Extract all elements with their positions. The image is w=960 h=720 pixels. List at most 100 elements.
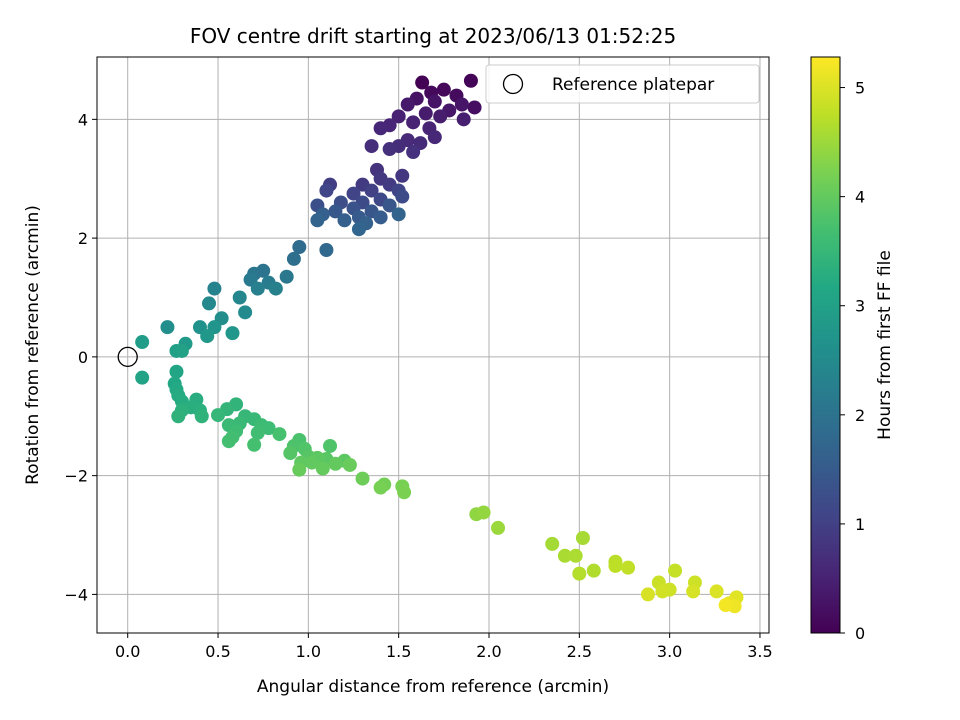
data-point: [268, 281, 283, 296]
data-point: [171, 409, 186, 424]
colorbar: 0 1 2 3 4 5 Hours from first FF file: [810, 56, 895, 643]
chart-title: FOV centre drift starting at 2023/06/13 …: [190, 24, 676, 48]
data-point: [718, 598, 733, 613]
data-point: [221, 434, 236, 449]
data-point: [328, 204, 343, 219]
x-tick-label: 1.0: [296, 642, 321, 661]
data-point: [279, 269, 294, 284]
data-point: [304, 455, 319, 470]
y-tick-label: −4: [64, 585, 88, 604]
data-point: [337, 213, 352, 228]
reference-marker: [117, 346, 138, 368]
data-point: [668, 563, 683, 578]
y-axis-ticks: −4 −2 0 2 4: [64, 110, 97, 604]
data-point: [315, 461, 330, 476]
data-point: [135, 370, 150, 385]
data-point: [174, 343, 189, 358]
data-point: [433, 109, 448, 124]
y-axis-label: Rotation from reference (arcmin): [23, 205, 43, 485]
data-point: [655, 584, 670, 599]
data-point: [373, 480, 388, 495]
data-point: [608, 558, 623, 573]
colorbar-gradient: [810, 56, 841, 634]
data-point: [342, 457, 357, 472]
data-point: [292, 240, 307, 255]
data-point: [382, 198, 397, 213]
legend-box: [485, 64, 760, 104]
data-point: [476, 505, 491, 520]
x-axis-label: Angular distance from reference (arcmin): [257, 677, 609, 697]
data-point: [427, 94, 442, 109]
y-tick-label: 2: [78, 229, 88, 248]
data-point: [194, 409, 209, 424]
x-tick-label: 3.0: [657, 642, 682, 661]
data-point: [391, 109, 406, 124]
data-point: [202, 296, 216, 311]
x-tick-label: 2.0: [476, 642, 501, 661]
data-point: [545, 536, 560, 551]
x-tick-label: 2.5: [567, 642, 592, 661]
y-tick-label: −2: [64, 467, 88, 486]
x-axis-ticks: 0.0 0.5 1.0 1.5 2.0 2.5 3.0 3.5: [115, 633, 773, 661]
data-point: [250, 281, 265, 296]
data-point: [436, 82, 451, 97]
data-point: [491, 520, 506, 535]
colorbar-tick-label: 0: [855, 624, 865, 643]
colorbar-label: Hours from first FF file: [875, 250, 895, 440]
data-point: [686, 584, 701, 599]
data-point: [160, 320, 175, 335]
data-point: [427, 130, 442, 145]
data-point: [395, 189, 410, 204]
data-point: [328, 456, 343, 471]
data-point: [351, 222, 366, 237]
reference-marker-group: [117, 346, 138, 368]
colorbar-tick-label: 5: [855, 79, 865, 98]
y-tick-label: 0: [78, 348, 88, 367]
data-point: [586, 563, 601, 578]
data-point: [261, 421, 276, 436]
plot-frame: [96, 56, 770, 634]
x-tick-label: 1.5: [386, 642, 411, 661]
data-point: [640, 587, 655, 602]
data-point: [169, 364, 184, 379]
data-point: [364, 139, 379, 154]
data-point: [572, 566, 587, 581]
data-point: [406, 145, 421, 160]
data-point: [415, 75, 430, 90]
grid-lines: [97, 57, 769, 633]
legend: Reference platepar: [485, 64, 760, 104]
data-point: [355, 471, 370, 486]
data-point: [286, 251, 301, 266]
data-point: [292, 462, 307, 477]
data-point: [400, 97, 415, 112]
data-point: [467, 100, 482, 115]
data-point: [319, 242, 334, 257]
x-tick-label: 0.0: [115, 642, 140, 661]
data-point: [575, 530, 590, 545]
data-point: [211, 408, 226, 423]
data-point: [382, 142, 397, 157]
data-point: [319, 183, 334, 198]
y-tick-label: 4: [78, 110, 88, 129]
data-point: [454, 97, 469, 112]
legend-entry-reference: Reference platepar: [552, 75, 714, 95]
data-point: [418, 106, 433, 121]
data-point: [364, 183, 379, 198]
data-point: [568, 548, 583, 563]
x-tick-label: 0.5: [205, 642, 230, 661]
data-point: [373, 121, 388, 136]
x-tick-label: 3.5: [747, 642, 772, 661]
data-point: [207, 281, 222, 296]
data-point: [323, 438, 338, 453]
data-point: [247, 437, 262, 452]
data-point: [406, 115, 421, 130]
data-point: [557, 548, 572, 563]
data-point: [250, 425, 265, 440]
data-point: [283, 446, 298, 461]
data-point: [391, 207, 406, 222]
data-point: [397, 485, 412, 500]
data-point: [200, 329, 215, 344]
data-point: [463, 73, 478, 88]
data-point: [395, 168, 410, 183]
